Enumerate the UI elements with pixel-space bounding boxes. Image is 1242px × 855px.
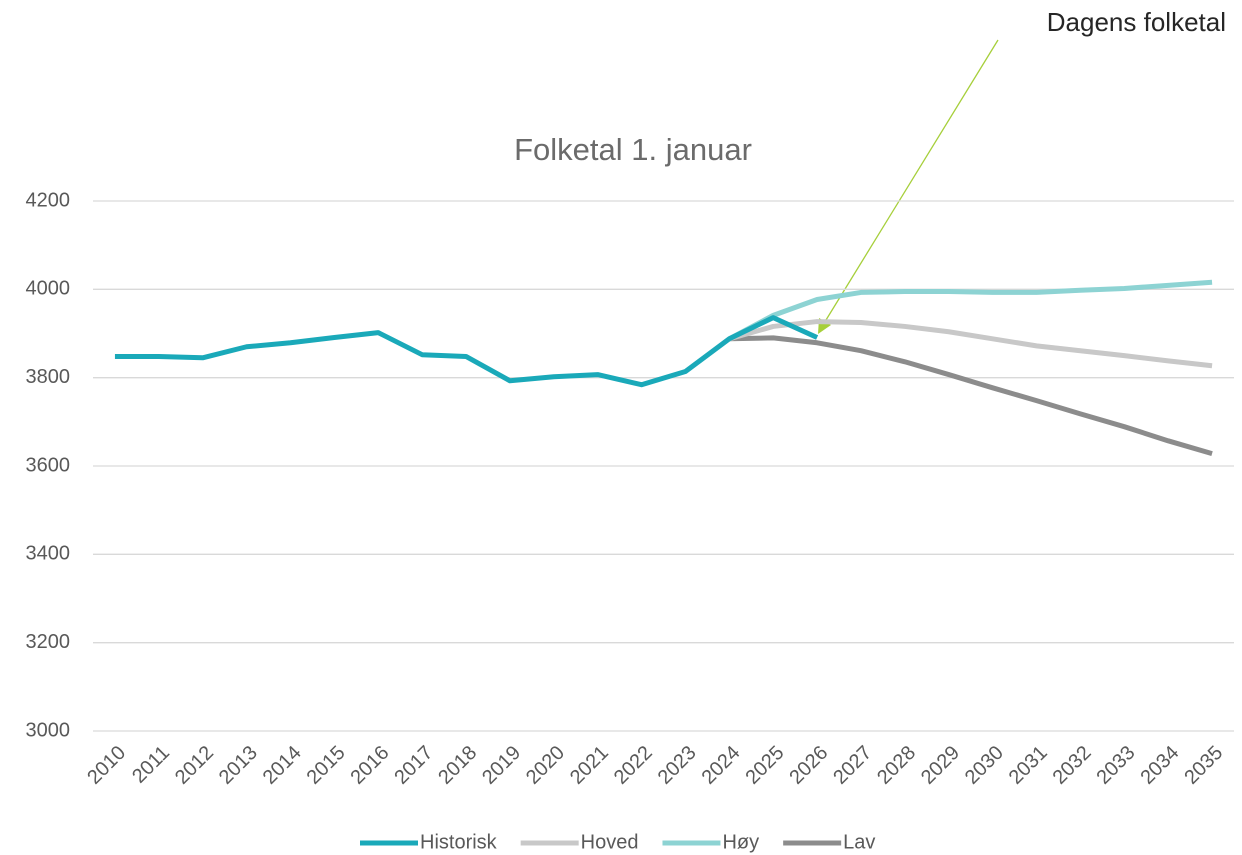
x-tick-label: 2025 bbox=[741, 742, 788, 789]
x-tick-label: 2015 bbox=[303, 742, 350, 789]
legend-label: Lav bbox=[843, 831, 875, 853]
x-tick-label: 2034 bbox=[1136, 742, 1183, 789]
legend-label: Høy bbox=[722, 831, 759, 853]
x-tick-label: 2031 bbox=[1005, 742, 1052, 789]
x-tick-label: 2027 bbox=[829, 742, 876, 789]
x-tick-label: 2021 bbox=[566, 742, 613, 789]
x-tick-label: 2032 bbox=[1049, 742, 1096, 789]
x-tick-label: 2012 bbox=[171, 742, 218, 789]
y-tick-label: 4200 bbox=[26, 189, 71, 211]
y-tick-label: 3800 bbox=[26, 366, 71, 388]
annotation-arrow bbox=[825, 39, 999, 321]
y-tick-label: 3000 bbox=[26, 719, 71, 741]
x-tick-label: 2014 bbox=[259, 742, 306, 789]
x-tick-label: 2011 bbox=[128, 742, 174, 788]
x-tick-label: 2028 bbox=[873, 742, 920, 789]
x-tick-label: 2029 bbox=[917, 742, 964, 789]
x-tick-label: 2033 bbox=[1093, 742, 1140, 789]
x-tick-label: 2035 bbox=[1180, 742, 1227, 789]
legend-label: Historisk bbox=[420, 831, 498, 853]
x-tick-label: 2020 bbox=[522, 742, 569, 789]
annotation: Dagens folketal bbox=[1047, 7, 1226, 37]
x-tick-label: 2018 bbox=[434, 742, 481, 789]
x-tick-label: 2019 bbox=[478, 742, 525, 789]
x-tick-label: 2017 bbox=[390, 742, 437, 789]
y-tick-label: 4000 bbox=[26, 278, 71, 300]
x-tick-label: 2023 bbox=[654, 742, 701, 789]
y-tick-label: 3200 bbox=[26, 631, 71, 653]
x-tick-label: 2016 bbox=[346, 742, 393, 789]
legend: Historisk Hoved Høy Lav bbox=[360, 831, 875, 853]
legend-label: Hoved bbox=[581, 831, 639, 853]
y-tick-label: 3600 bbox=[26, 454, 71, 476]
x-tick-label: 2024 bbox=[698, 742, 745, 789]
series-line bbox=[728, 279, 1213, 342]
x-tick-label: 2013 bbox=[215, 742, 262, 789]
chart-title: Folketal 1. januar bbox=[514, 132, 752, 167]
series-line bbox=[728, 319, 1213, 369]
series-line bbox=[114, 315, 819, 388]
x-tick-label: 2026 bbox=[785, 742, 832, 789]
series-line bbox=[729, 335, 1213, 457]
x-tick-label: 2010 bbox=[83, 742, 130, 789]
x-tick-label: 2022 bbox=[610, 742, 657, 789]
x-tick-label: 2030 bbox=[961, 742, 1008, 789]
y-tick-label: 3400 bbox=[26, 543, 71, 565]
